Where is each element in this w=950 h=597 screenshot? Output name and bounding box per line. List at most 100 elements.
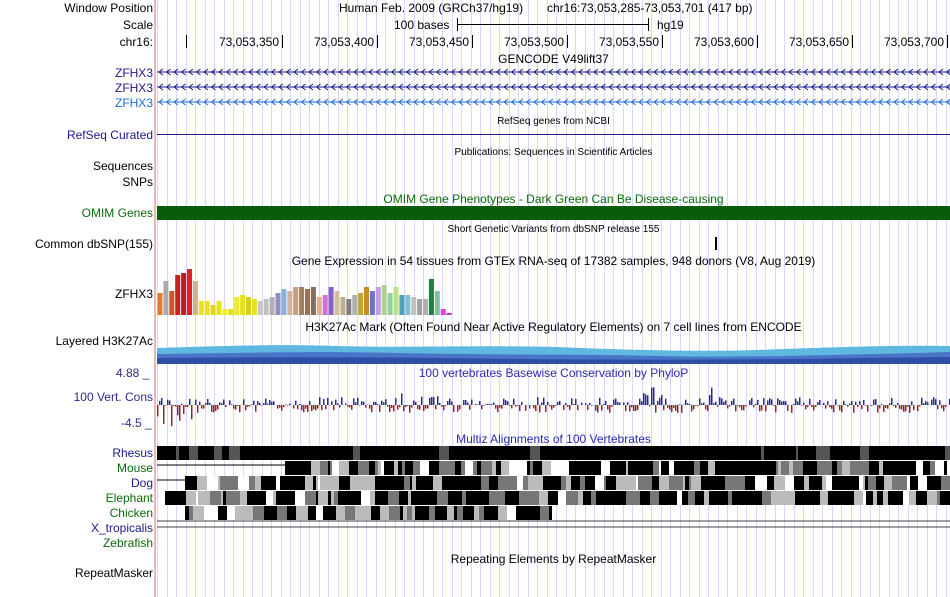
h3k27ac-label[interactable]: Layered H3K27Ac	[55, 334, 153, 348]
conservation-bar	[261, 405, 263, 406]
conservation-bar	[601, 405, 603, 411]
omim-phenotype-bar[interactable]	[157, 206, 950, 220]
species-label-rhesus[interactable]: Rhesus	[112, 446, 153, 460]
ruler-tick-label: 73,053,600	[693, 35, 754, 49]
alignment-block	[606, 476, 610, 490]
alignment-block	[669, 461, 674, 475]
alignment-block	[590, 446, 596, 460]
conservation-bar	[249, 405, 251, 407]
alignment-block	[683, 476, 685, 490]
gtex-gene-label[interactable]: ZFHX3	[114, 287, 153, 301]
conservation-bar	[289, 403, 291, 405]
alignment-block	[403, 506, 407, 520]
conservation-bar	[635, 405, 637, 411]
alignment-block	[442, 476, 446, 490]
conservation-bar	[685, 399, 687, 405]
conservation-bar	[247, 405, 249, 407]
conservation-bar	[505, 400, 507, 405]
conservation-bar	[665, 398, 667, 405]
publications-sequences-label[interactable]: Sequences	[92, 159, 153, 173]
alignment-block	[571, 476, 580, 490]
conservation-bar	[159, 400, 161, 405]
conservation-bar	[855, 401, 857, 405]
alignment-block	[819, 446, 830, 460]
alignment-block	[353, 446, 360, 460]
alignment-block	[497, 491, 500, 505]
conservation-bar	[581, 402, 583, 405]
alignment-block	[786, 446, 789, 460]
alignment-block	[938, 476, 941, 490]
multiz-alignment-blocks[interactable]	[157, 446, 950, 550]
species-label-zebrafish[interactable]: Zebrafish	[102, 536, 153, 550]
species-label-dog[interactable]: Dog	[130, 476, 153, 490]
conservation-bar	[283, 405, 285, 408]
species-label-chicken[interactable]: Chicken	[109, 506, 153, 520]
conservation-bar	[839, 405, 841, 411]
refseq-label[interactable]: RefSeq Curated	[66, 128, 153, 142]
conservation-bar	[799, 397, 801, 405]
gtex-tissue-bar	[240, 295, 246, 315]
conservation-bar	[361, 401, 363, 405]
dbsnp-variant[interactable]	[715, 237, 717, 250]
gtex-tissue-bar	[381, 285, 387, 315]
conservation-bar	[857, 405, 859, 407]
conservation-bar	[609, 405, 611, 413]
conservation-bar	[195, 399, 197, 405]
conservation-bar	[395, 398, 397, 405]
alignment-block	[222, 446, 224, 460]
alignment-block	[659, 476, 669, 490]
conservation-bar	[413, 400, 415, 405]
alignment-block	[930, 461, 935, 475]
conservation-bar	[185, 405, 187, 407]
conservation-bar	[309, 401, 311, 405]
species-label-elephant[interactable]: Elephant	[105, 491, 153, 505]
conservation-bar	[285, 404, 287, 405]
alignment-block	[304, 461, 307, 475]
alignment-block	[798, 476, 804, 490]
gencode-gene-label[interactable]: ZFHX3	[114, 66, 153, 80]
alignment-block	[605, 446, 613, 460]
ruler-tick-label: 73,053,500	[503, 35, 564, 49]
species-label-mouse[interactable]: Mouse	[116, 461, 153, 475]
conservation-bar	[529, 405, 531, 409]
gencode-gene-models[interactable]	[157, 66, 950, 111]
conservation-bar	[655, 405, 657, 413]
alignment-block	[304, 506, 308, 520]
alignment-block	[903, 461, 911, 475]
alignment-block	[290, 446, 300, 460]
alignment-block	[925, 491, 927, 505]
conservation-bar	[597, 405, 599, 413]
publications-snps-label[interactable]: SNPs	[122, 175, 153, 189]
dbsnp-label[interactable]: Common dbSNP(155)	[34, 237, 153, 251]
h3k27ac-layered-signal[interactable]	[157, 334, 950, 364]
conservation-wiggle[interactable]	[157, 380, 950, 430]
conservation-label[interactable]: 100 Vert. Cons	[73, 390, 153, 404]
gtex-expression-chart[interactable]	[157, 268, 950, 316]
alignment-block	[781, 461, 789, 475]
alignment-block	[429, 461, 431, 475]
gencode-gene-label[interactable]: ZFHX3	[114, 96, 153, 110]
conservation-bar	[427, 405, 429, 409]
gtex-tissue-bar	[322, 295, 328, 315]
alignment-block	[473, 491, 479, 505]
gtex-tissue-bar	[263, 299, 269, 315]
conservation-bar	[595, 405, 597, 411]
gencode-gene-label[interactable]: ZFHX3	[114, 81, 153, 95]
conservation-bar	[535, 405, 537, 412]
omim-label[interactable]: OMIM Genes	[81, 206, 153, 220]
alignment-block	[677, 446, 685, 460]
alignment-block	[892, 476, 901, 490]
conservation-bar	[833, 405, 835, 413]
conservation-bar	[449, 398, 451, 405]
alignment-block	[854, 446, 860, 460]
repeatmasker-label[interactable]: RepeatMasker	[74, 566, 153, 580]
conservation-bar	[871, 405, 873, 407]
refseq-gene-line[interactable]	[157, 134, 950, 135]
ruler-tick	[377, 35, 378, 48]
alignment-block	[505, 491, 513, 505]
conservation-bar	[791, 405, 793, 413]
species-label-x-tropicalis[interactable]: X_tropicalis	[90, 521, 153, 535]
alignment-block	[449, 461, 455, 475]
alignment-block	[286, 476, 292, 490]
alignment-block	[485, 446, 496, 460]
